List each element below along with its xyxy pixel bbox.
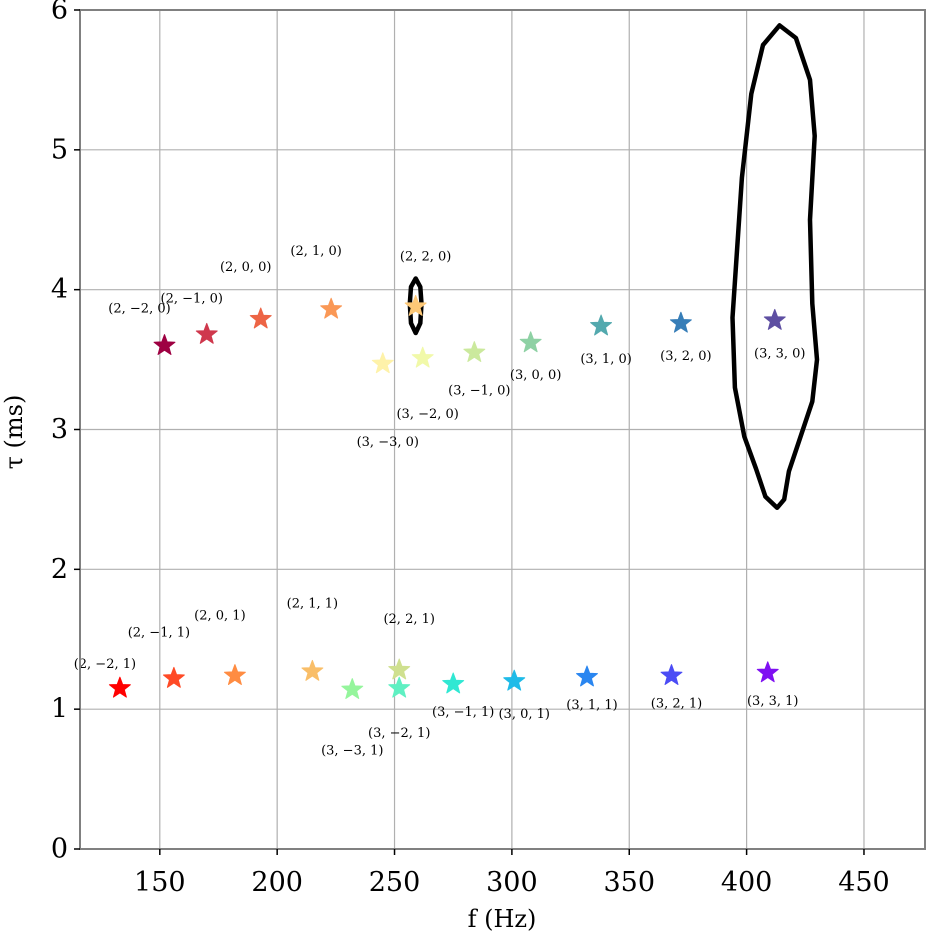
x-axis-title: f (Hz) (468, 905, 537, 933)
contour-line (730, 23, 820, 511)
data-point-label: (3, 0, 0) (510, 368, 562, 383)
data-point-star (153, 334, 176, 355)
data-point-label: (2, 1, 0) (290, 244, 342, 259)
data-point-label: (2, 2, 1) (383, 612, 435, 627)
data-point-star (411, 346, 434, 368)
point-layer (108, 294, 786, 699)
y-tick-label: 2 (51, 554, 68, 585)
x-tick-label: 450 (838, 867, 890, 898)
y-tick-label: 1 (51, 694, 68, 725)
tick-layer: 150 200 250 300 350 400 450 0 1 2 3 4 5 6 (51, 0, 890, 898)
data-point-label: (3, −2, 1) (368, 726, 430, 741)
data-point-star (763, 308, 786, 330)
data-point-label: (3, 1, 1) (566, 698, 618, 713)
data-point-label: (3, 0, 1) (498, 707, 550, 722)
data-point-label: (2, 2, 0) (400, 249, 452, 264)
data-point-label: (2, 0, 1) (194, 609, 246, 624)
data-point-label: (3, −2, 0) (396, 407, 458, 422)
data-point-star (301, 659, 324, 681)
data-point-label: (3, −3, 0) (357, 435, 419, 450)
data-point-star (195, 322, 218, 344)
data-point-star (669, 311, 692, 333)
data-point-star (660, 664, 683, 686)
data-point-label: (3, 3, 0) (754, 346, 806, 361)
data-point-star (590, 314, 613, 336)
data-point-star (404, 294, 427, 316)
y-tick-label: 5 (51, 134, 68, 165)
data-point-star (108, 676, 131, 698)
data-point-star (388, 658, 411, 680)
data-point-star (249, 307, 272, 329)
data-point-label: (3, 2, 1) (651, 697, 703, 712)
data-point-star (320, 297, 343, 319)
data-point-star (519, 331, 542, 353)
x-tick-label: 200 (251, 867, 303, 898)
data-point-star (162, 666, 185, 688)
data-point-label: (3, −3, 1) (321, 744, 383, 759)
y-tick-label: 0 (51, 834, 68, 865)
data-point-label: (3, 3, 1) (747, 694, 799, 709)
data-point-label: (2, 0, 0) (220, 260, 272, 275)
x-tick-label: 400 (721, 867, 773, 898)
y-tick-label: 6 (51, 0, 68, 26)
x-tick-label: 250 (369, 867, 421, 898)
data-point-label: (3, 2, 0) (660, 349, 712, 364)
data-point-label: (2, −1, 0) (161, 291, 223, 306)
data-point-star (576, 665, 598, 687)
data-point-star (223, 664, 246, 686)
y-tick-label: 4 (51, 274, 68, 305)
data-point-label: (2, 1, 1) (287, 596, 339, 611)
data-point-label: (2, −2, 1) (74, 657, 136, 672)
data-point-label: (3, 1, 0) (580, 352, 632, 367)
grid-layer (80, 9, 925, 850)
x-tick-label: 300 (486, 867, 538, 898)
data-point-label: (3, −1, 1) (432, 705, 494, 720)
contour-layer (407, 23, 820, 511)
point-label-layer: (2, −2, 0)(2, −1, 0) (2, 0, 0) (2, 1, 0) (2… (74, 244, 806, 758)
y-axis-title: τ (ms) (0, 395, 28, 470)
data-point-star (442, 672, 465, 694)
data-point-star (503, 669, 526, 691)
data-point-star (756, 661, 779, 683)
x-tick-label: 150 (134, 867, 186, 898)
data-point-star (388, 676, 411, 698)
x-tick-label: 350 (603, 867, 655, 898)
y-tick-label: 3 (51, 414, 68, 445)
data-point-star (463, 341, 486, 362)
data-point-star (371, 352, 394, 374)
data-point-label: (2, −2, 0) (108, 302, 170, 317)
contour-line (407, 276, 424, 336)
data-point-label: (2, −1, 1) (128, 625, 190, 640)
data-point-star (341, 678, 364, 699)
data-point-label: (3, −1, 0) (448, 384, 510, 399)
